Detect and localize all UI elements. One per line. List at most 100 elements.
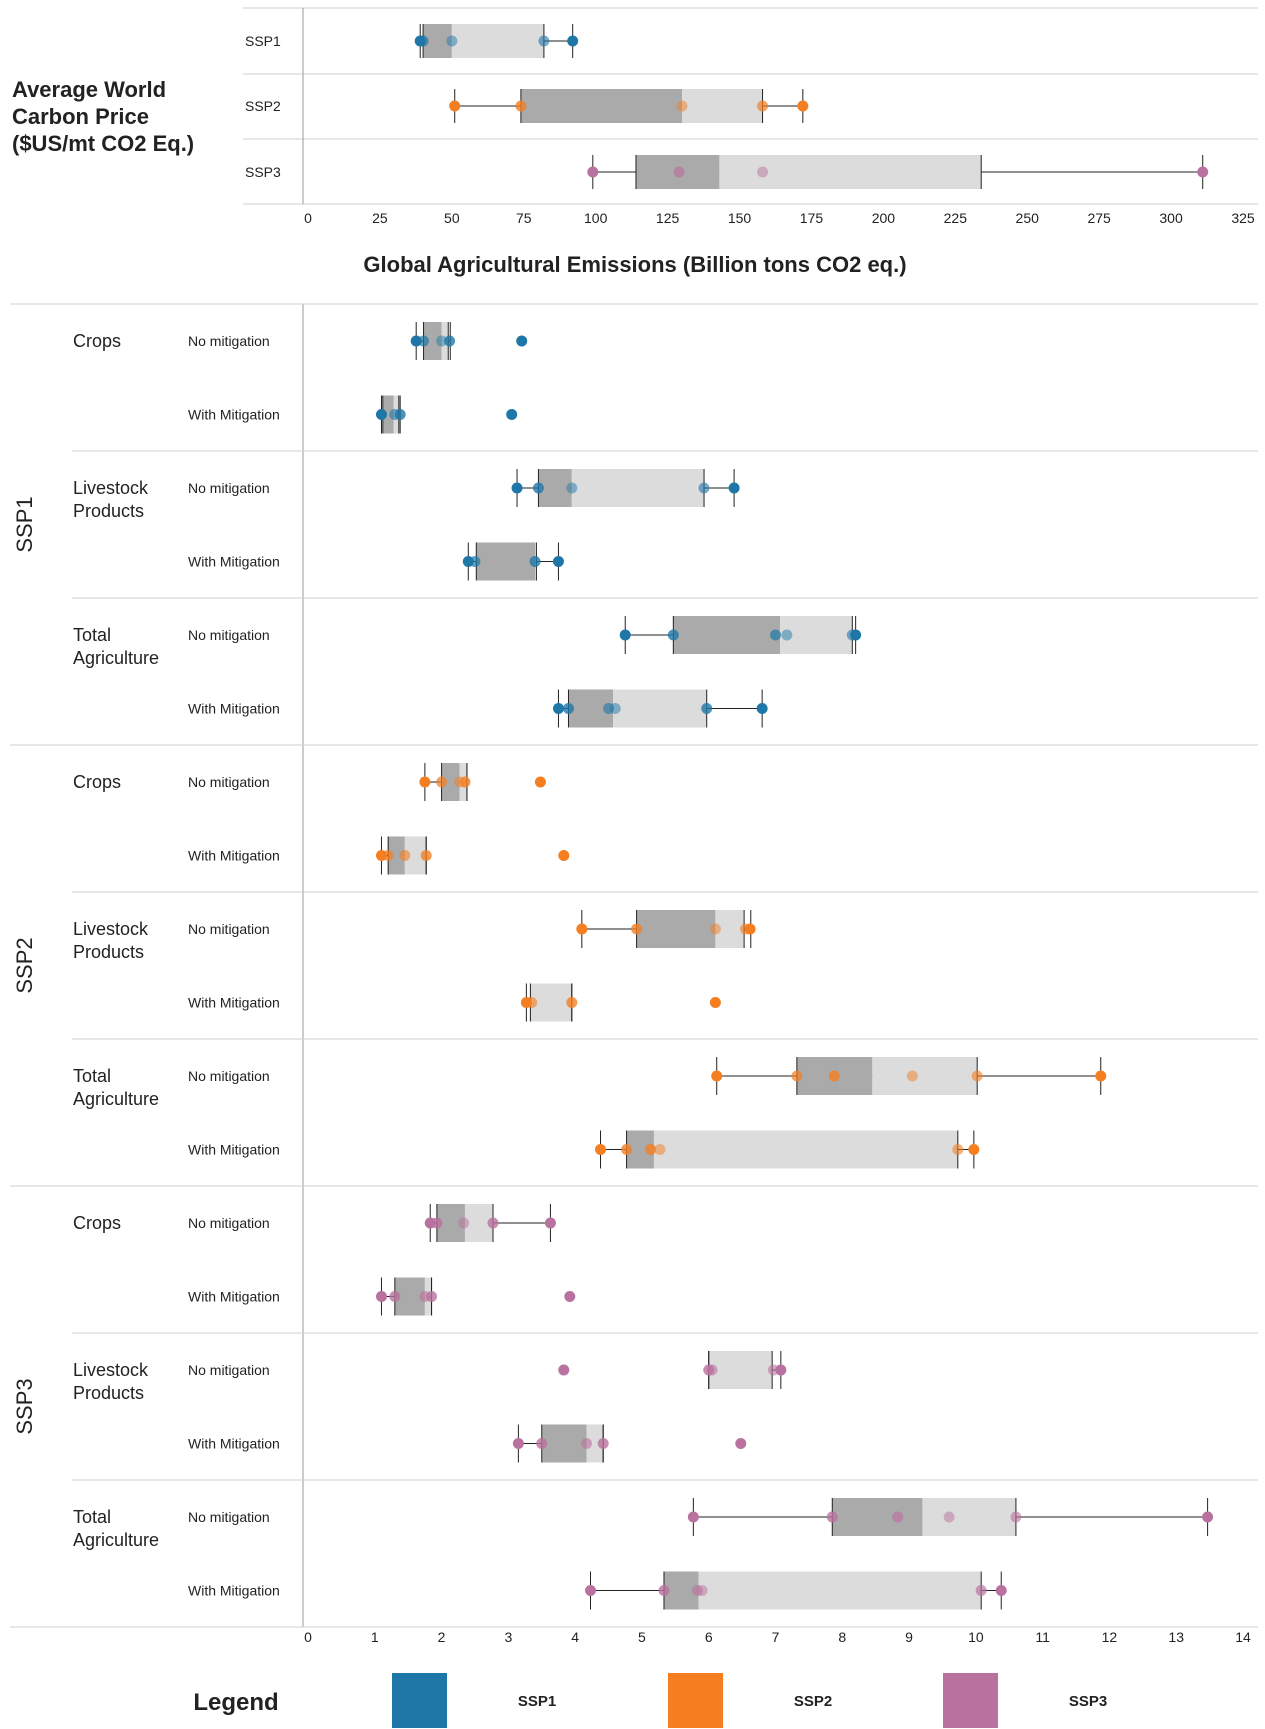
ssp2-livestock-products-no-mitigation-point <box>745 924 756 935</box>
emissions-x-tick-label: 1 <box>371 1629 379 1645</box>
emissions-panel: Global Agricultural Emissions (Billion t… <box>10 252 1258 1645</box>
carbon-row-label: SSP3 <box>245 164 281 180</box>
ssp2-total-agriculture-with-mitigation-point <box>654 1144 665 1155</box>
ssp3-total-agriculture-no-mitigation-point <box>1010 1512 1021 1523</box>
group-label-ssp1: SSP1 <box>12 496 37 552</box>
ssp3-livestock-products-no-mitigation-point <box>707 1365 718 1376</box>
ssp1-total-agriculture-with-mitigation-point <box>757 703 768 714</box>
ssp1-livestock-products-no-mitigation-point <box>533 483 544 494</box>
ssp1-livestock-products-with-mitigation-point <box>553 556 564 567</box>
row-label: No mitigation <box>188 921 270 937</box>
ssp3-crops-with-mitigation-point <box>376 1291 387 1302</box>
carbon-ssp2-point <box>677 101 688 112</box>
carbon-ssp1-point <box>446 36 457 47</box>
ssp3-livestock-products-with-mitigation-box-lower <box>542 1425 587 1463</box>
ssp2-total-agriculture-with-mitigation-point <box>595 1144 606 1155</box>
carbon-x-tick-label: 275 <box>1087 210 1111 226</box>
emissions-x-tick-label: 8 <box>838 1629 846 1645</box>
row-label: With Mitigation <box>188 995 280 1011</box>
carbon-row-label: SSP1 <box>245 33 281 49</box>
ssp1-total-agriculture-no-mitigation-point <box>620 630 631 641</box>
ssp3-crops-with-mitigation-point <box>564 1291 575 1302</box>
row-label: With Mitigation <box>188 1436 280 1452</box>
ssp1-livestock-products-with-mitigation-point <box>530 556 541 567</box>
emissions-x-tick-label: 12 <box>1102 1629 1118 1645</box>
ssp2-total-agriculture-no-mitigation-point <box>711 1071 722 1082</box>
legend-label-ssp3: SSP3 <box>1069 1693 1107 1710</box>
emissions-x-tick-label: 4 <box>571 1629 579 1645</box>
category-label: Total Agriculture <box>73 625 159 668</box>
ssp2-crops-no-mitigation-point <box>535 777 546 788</box>
carbon-ssp2-point <box>797 101 808 112</box>
carbon-price-title: Average World Carbon Price ($US/mt CO2 Eq.… <box>12 77 194 156</box>
carbon-ssp1-box-upper <box>452 24 544 58</box>
row-label: With Mitigation <box>188 1142 280 1158</box>
ssp3-total-agriculture-with-mitigation-point <box>996 1585 1007 1596</box>
ssp3-livestock-products-no-mitigation-point <box>558 1365 569 1376</box>
carbon-x-tick-label: 50 <box>444 210 460 226</box>
ssp2-crops-no-mitigation-point <box>436 777 447 788</box>
row-label: No mitigation <box>188 1509 270 1525</box>
ssp2-livestock-products-no-mitigation-point <box>710 924 721 935</box>
ssp1-livestock-products-no-mitigation-point <box>699 483 710 494</box>
ssp3-livestock-products-with-mitigation-point <box>536 1438 547 1449</box>
category-label: Total Agriculture <box>73 1507 159 1550</box>
ssp3-livestock-products-with-mitigation-point <box>735 1438 746 1449</box>
carbon-price-panel: Average World Carbon Price ($US/mt CO2 Eq.… <box>12 8 1258 226</box>
ssp3-crops-no-mitigation-point <box>431 1218 442 1229</box>
emissions-x-tick-label: 9 <box>905 1629 913 1645</box>
carbon-ssp2-point <box>449 101 460 112</box>
ssp3-total-agriculture-with-mitigation-point <box>976 1585 987 1596</box>
ssp2-total-agriculture-with-mitigation-point <box>968 1144 979 1155</box>
ssp1-total-agriculture-no-mitigation-point <box>850 630 861 641</box>
ssp3-livestock-products-with-mitigation-point <box>513 1438 524 1449</box>
ssp1-total-agriculture-with-mitigation-point <box>701 703 712 714</box>
ssp3-total-agriculture-with-mitigation-point <box>697 1585 708 1596</box>
ssp1-livestock-products-no-mitigation-point <box>512 483 523 494</box>
ssp3-crops-no-mitigation-point <box>458 1218 469 1229</box>
row-label: With Mitigation <box>188 1583 280 1599</box>
ssp2-total-agriculture-no-mitigation-point <box>829 1071 840 1082</box>
carbon-x-tick-label: 225 <box>944 210 968 226</box>
ssp2-total-agriculture-no-mitigation-point <box>972 1071 983 1082</box>
emissions-x-tick-label: 14 <box>1235 1629 1251 1645</box>
carbon-x-tick-label: 250 <box>1016 210 1040 226</box>
ssp2-total-agriculture-with-mitigation-point <box>621 1144 632 1155</box>
row-label: No mitigation <box>188 480 270 496</box>
ssp1-crops-no-mitigation-point <box>516 336 527 347</box>
category-label: Crops <box>73 772 121 792</box>
ssp2-livestock-products-with-mitigation-point <box>566 997 577 1008</box>
ssp3-total-agriculture-with-mitigation-point <box>658 1585 669 1596</box>
carbon-x-tick-label: 150 <box>728 210 752 226</box>
ssp3-total-agriculture-with-mitigation-box-upper <box>699 1572 982 1610</box>
carbon-row-label: SSP2 <box>245 98 281 114</box>
carbon-ssp2-box-upper <box>682 89 763 123</box>
emissions-x-tick-label: 2 <box>438 1629 446 1645</box>
ssp2-crops-with-mitigation-point <box>421 850 432 861</box>
legend: Legend SSP1 SSP2 SSP3 <box>193 1673 1107 1728</box>
category-label: Livestock Products <box>73 478 149 521</box>
ssp3-total-agriculture-no-mitigation-point <box>688 1512 699 1523</box>
carbon-x-tick-label: 100 <box>584 210 608 226</box>
ssp3-total-agriculture-no-mitigation-box-lower <box>832 1498 922 1536</box>
ssp3-total-agriculture-no-mitigation-point <box>1202 1512 1213 1523</box>
ssp2-livestock-products-no-mitigation-point <box>631 924 642 935</box>
ssp2-livestock-products-with-mitigation-point <box>710 997 721 1008</box>
carbon-x-tick-label: 200 <box>872 210 896 226</box>
ssp3-crops-with-mitigation-point <box>389 1291 400 1302</box>
row-label: No mitigation <box>188 627 270 643</box>
legend-label-ssp1: SSP1 <box>518 1693 556 1710</box>
emissions-title: Global Agricultural Emissions (Billion t… <box>363 252 906 277</box>
carbon-ssp2-box-lower <box>521 89 682 123</box>
carbon-x-tick-label: 175 <box>800 210 824 226</box>
ssp2-total-agriculture-no-mitigation-point <box>791 1071 802 1082</box>
ssp3-crops-no-mitigation-point <box>487 1218 498 1229</box>
ssp1-total-agriculture-no-mitigation-box-lower <box>673 616 780 654</box>
ssp3-total-agriculture-no-mitigation-point <box>892 1512 903 1523</box>
emissions-x-tick-label: 10 <box>968 1629 984 1645</box>
ssp1-crops-with-mitigation-point <box>395 409 406 420</box>
ssp1-total-agriculture-no-mitigation-point <box>668 630 679 641</box>
row-label: With Mitigation <box>188 701 280 717</box>
ssp2-crops-no-mitigation-point <box>419 777 430 788</box>
